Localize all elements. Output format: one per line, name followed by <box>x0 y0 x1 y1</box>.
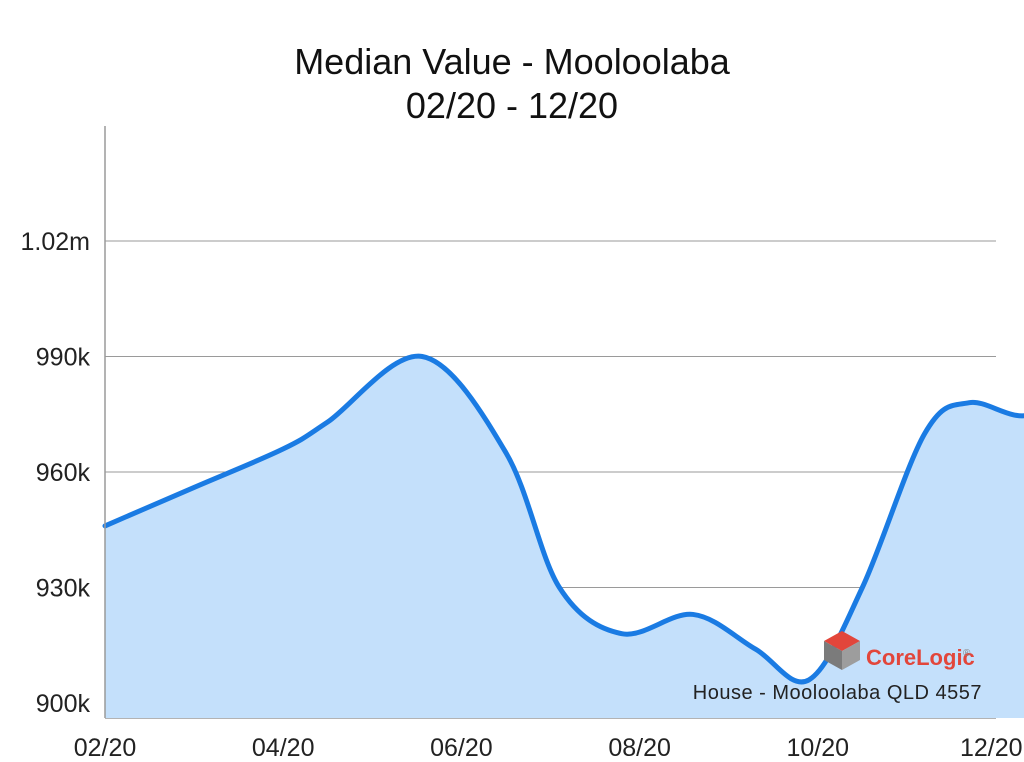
y-tick-label: 960k <box>36 459 91 487</box>
chart-footnote: House - Mooloolaba QLD 4557 <box>693 682 982 704</box>
corelogic-logo: CoreLogic ® <box>824 631 975 670</box>
y-axis-ticks: 900k 930k 960k 990k 1.02m <box>21 228 91 718</box>
y-tick-label: 1.02m <box>21 228 90 256</box>
chart-subtitle: 02/20 - 12/20 <box>405 85 619 126</box>
x-tick-label: 12/20 <box>960 734 1023 762</box>
x-tick-label: 02/20 <box>74 734 137 762</box>
x-axis-ticks: 02/20 04/20 06/20 08/20 10/20 12/20 <box>74 734 1023 762</box>
logo-cube-left <box>824 641 842 670</box>
chart-title: Median Value - Mooloolaba <box>294 41 730 82</box>
x-tick-label: 04/20 <box>252 734 315 762</box>
y-tick-label: 930k <box>36 575 91 603</box>
y-tick-label: 990k <box>36 344 91 372</box>
logo-cube-right <box>842 641 860 670</box>
series-line <box>102 353 1024 685</box>
x-tick-label: 08/20 <box>608 734 671 762</box>
x-tick-label: 10/20 <box>787 734 850 762</box>
series-area <box>105 356 1024 718</box>
logo-registered-mark: ® <box>963 648 971 659</box>
y-tick-label: 900k <box>36 690 91 718</box>
x-tick-label: 06/20 <box>430 734 493 762</box>
logo-brand-text: CoreLogic <box>866 645 975 670</box>
